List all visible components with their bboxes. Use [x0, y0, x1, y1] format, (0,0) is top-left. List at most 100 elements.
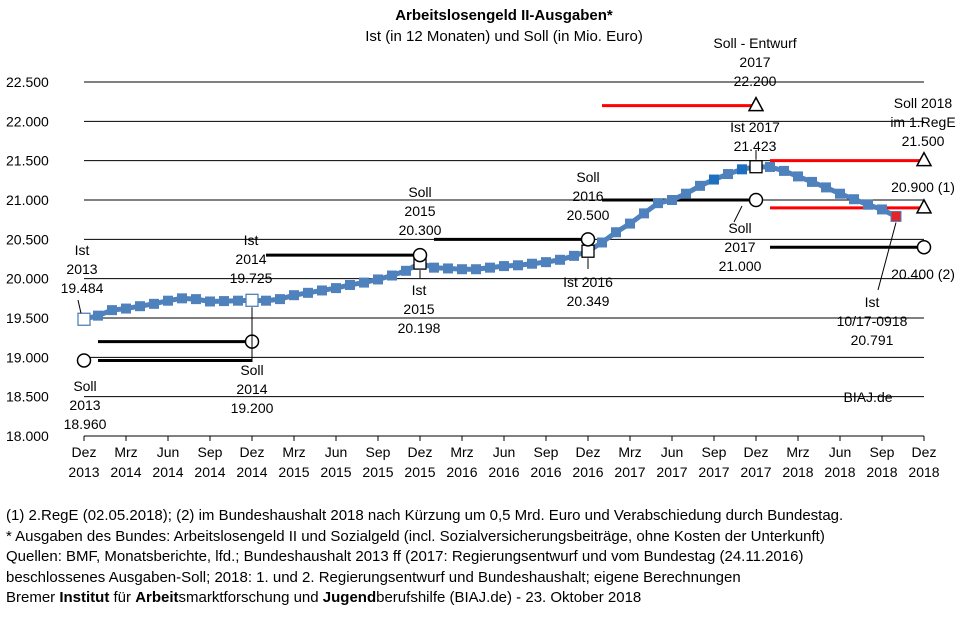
- data-point: [513, 260, 523, 271]
- data-point: [93, 310, 103, 321]
- x-tick-label-month: Sep: [534, 444, 559, 460]
- label-soll-2016-line3: 20.500: [567, 207, 610, 223]
- label-ist-latest-line2: 10/17-0918: [837, 313, 908, 329]
- data-point: [849, 194, 859, 205]
- label-soll-entwurf-2017-line1: Soll - Entwurf: [713, 35, 796, 51]
- y-tick-label: 20.500: [6, 231, 49, 247]
- data-point: [135, 301, 145, 312]
- data-point: [639, 208, 649, 219]
- x-tick-label-year: 2017: [614, 464, 645, 480]
- ist-year-marker: [245, 293, 259, 307]
- data-point: [835, 188, 845, 199]
- label-ist-2017-line2: 21.423: [734, 138, 777, 154]
- x-tick-label-month: Sep: [702, 444, 727, 460]
- label-ist-2013-line1: Ist: [75, 242, 90, 258]
- label-soll-2018-line2: im 1.RegE: [890, 114, 955, 130]
- x-tick-label-month: Dez: [576, 444, 601, 460]
- x-tick-label-month: Sep: [870, 444, 895, 460]
- label-ist-2013-line3: 19.484: [61, 280, 104, 296]
- data-point: [737, 164, 747, 175]
- soll-marker-circle: [76, 353, 92, 368]
- data-point: [723, 169, 733, 180]
- x-tick-label-month: Sep: [198, 444, 223, 460]
- x-tick-label-year: 2018: [866, 464, 897, 480]
- y-tick-label: 18.500: [6, 389, 49, 405]
- label-soll-2017-line1: Soll: [728, 220, 751, 236]
- data-point: [499, 261, 509, 272]
- x-tick-label-year: 2018: [782, 464, 813, 480]
- label-ist-latest-line1: Ist: [865, 294, 880, 310]
- data-point: [289, 290, 299, 301]
- label-soll-2013-line2: 2013: [69, 397, 100, 413]
- data-point: [667, 195, 677, 205]
- data-point: [163, 295, 173, 306]
- label-soll-2015-line2: 2015: [404, 203, 435, 219]
- label-soll-2018-line3: 21.500: [902, 133, 945, 149]
- x-tick-label-year: 2015: [278, 464, 309, 480]
- series-ist-line: [83, 164, 898, 322]
- label-soll-2016-line1: Soll: [576, 169, 599, 185]
- data-point: [807, 176, 817, 187]
- data-point: [485, 262, 495, 273]
- data-point: [597, 237, 607, 248]
- x-tick-label-month: Jun: [829, 444, 852, 460]
- data-point: [359, 277, 369, 288]
- data-point: [653, 198, 663, 209]
- data-point: [205, 296, 215, 307]
- soll-marker-triangle: [915, 151, 933, 167]
- data-point: [429, 262, 439, 273]
- data-point: [261, 295, 271, 306]
- x-tick-label-month: Dez: [72, 444, 97, 460]
- data-point: [177, 293, 187, 304]
- y-tick-label: 21.000: [6, 192, 49, 208]
- y-tick-label: 20.000: [6, 271, 49, 287]
- chart: Arbeitslosengeld II-Ausgaben* Ist (in 12…: [6, 7, 956, 480]
- label-soll-2013-line1: Soll: [73, 378, 96, 394]
- x-tick-label-year: 2015: [404, 464, 435, 480]
- data-point: [569, 250, 579, 261]
- x-tick-label-year: 2018: [824, 464, 855, 480]
- x-tick-label-month: Jun: [661, 444, 684, 460]
- data-point: [821, 182, 831, 193]
- label-soll-2018-20400: 20.400 (2): [891, 266, 955, 282]
- label-soll-2014-line3: 19.200: [231, 400, 274, 416]
- data-point: [681, 188, 691, 199]
- x-tick-label-year: 2016: [572, 464, 603, 480]
- data-point: [107, 305, 117, 316]
- footnote-1: (1) 2.RegE (02.05.2018); (2) im Bundesha…: [6, 507, 844, 524]
- data-point: [877, 204, 887, 215]
- y-tick-label: 18.000: [6, 428, 49, 444]
- data-point: [709, 174, 719, 185]
- x-tick-label-month: Dez: [744, 444, 769, 460]
- x-tick-label-month: Jun: [325, 444, 348, 460]
- annotation-pointer: [77, 299, 82, 314]
- data-point: [401, 265, 411, 276]
- label-ist-2013-line2: 2013: [66, 261, 97, 277]
- label-soll-entwurf-2017-line2: 2017: [739, 54, 770, 70]
- x-tick-label-year: 2017: [740, 464, 771, 480]
- data-point: [765, 161, 775, 172]
- data-point: [555, 254, 565, 265]
- y-tick-label: 19.000: [6, 349, 49, 365]
- x-tick-label-year: 2017: [656, 464, 687, 480]
- data-point: [233, 295, 243, 306]
- data-point: [611, 227, 621, 238]
- y-tick-label: 21.500: [6, 153, 49, 169]
- chart-subtitle: Ist (in 12 Monaten) und Soll (in Mio. Eu…: [365, 28, 643, 45]
- soll-marker-circle: [580, 232, 596, 247]
- x-tick-label-month: Dez: [240, 444, 265, 460]
- data-point: [345, 279, 355, 290]
- label-soll-2017-line2: 2017: [724, 239, 755, 255]
- footnote-5: Bremer Institut für Arbeitsmarktforschun…: [6, 589, 642, 606]
- x-tick-label-year: 2014: [236, 464, 267, 480]
- ist-year-marker: [749, 160, 763, 174]
- x-tick-label-year: 2014: [194, 464, 225, 480]
- label-ist-latest-line3: 20.791: [851, 332, 894, 348]
- source-label: BIAJ.de: [843, 389, 892, 405]
- data-point: [779, 165, 789, 176]
- x-tick-label-month: Dez: [912, 444, 937, 460]
- data-point: [793, 171, 803, 182]
- data-point: [443, 263, 453, 274]
- footnote-2: * Ausgaben des Bundes: Arbeitslosengeld …: [6, 527, 825, 545]
- soll-marker-triangle: [747, 96, 765, 112]
